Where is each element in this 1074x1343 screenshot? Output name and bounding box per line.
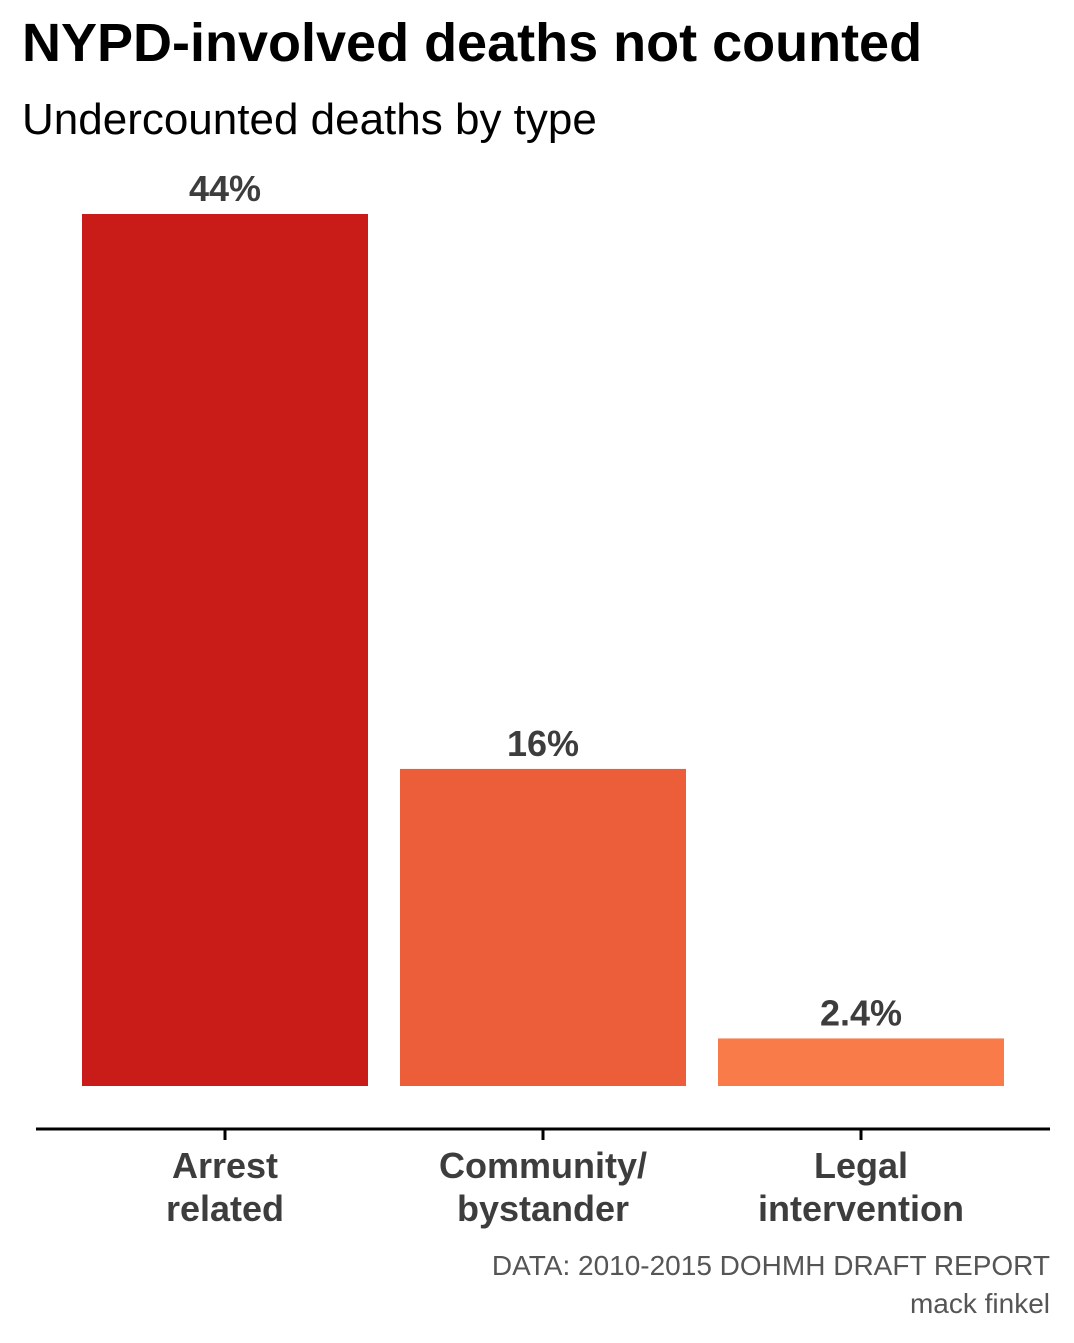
source-caption: DATA: 2010-2015 DOHMH DRAFT REPORT (491, 1250, 1050, 1281)
x-tick-label: Arrest (172, 1145, 278, 1186)
bar-1 (400, 768, 686, 1086)
x-tick-label: intervention (758, 1188, 964, 1229)
chart-title: NYPD-involved deaths not counted (22, 13, 923, 73)
bar-2 (718, 1038, 1004, 1086)
bar-0 (82, 214, 368, 1086)
author-caption: mack finkel (909, 1288, 1050, 1319)
bar-value-label: 44% (189, 168, 261, 209)
x-tick-label: Legal (814, 1145, 908, 1186)
bar-value-label: 16% (507, 723, 579, 764)
x-tick-label: bystander (457, 1188, 629, 1229)
chart-subtitle: Undercounted deaths by type (22, 95, 597, 144)
x-tick-label: Community/ (439, 1145, 647, 1186)
bar-value-label: 2.4% (820, 992, 902, 1033)
x-tick-label: related (166, 1188, 284, 1229)
